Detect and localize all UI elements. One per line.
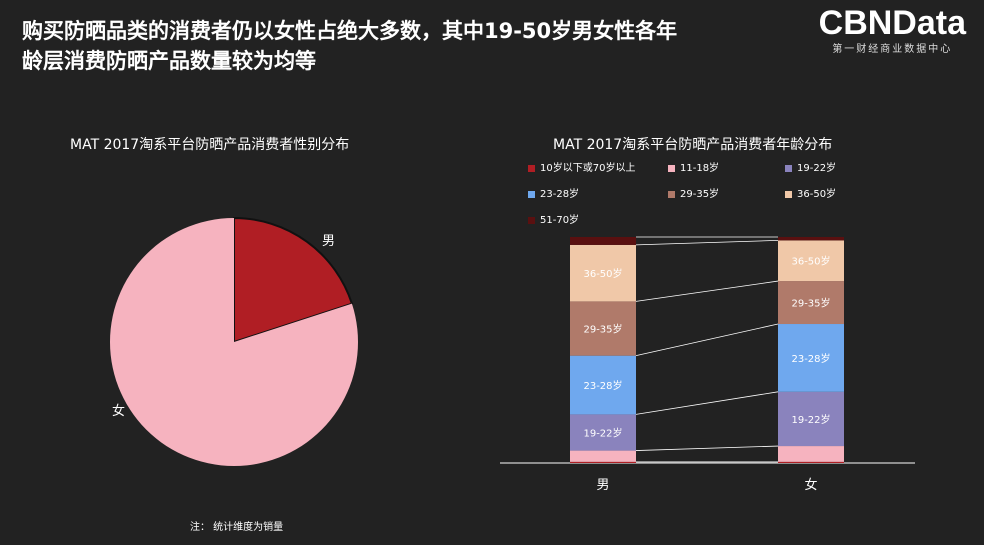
legend-item: 11-18岁 [668, 162, 719, 176]
connector-line [635, 391, 779, 415]
connector-line [635, 239, 779, 246]
bar-segment [778, 281, 844, 325]
pie-slice-male [233, 216, 354, 344]
legend-label: 29-35岁 [680, 189, 720, 200]
segment-label: 23-28岁 [583, 379, 622, 392]
legend-item: 36-50岁 [785, 188, 836, 202]
pie-label-female: 女 [112, 403, 125, 419]
segment-label: 29-35岁 [583, 323, 622, 336]
legend-label: 36-50岁 [797, 189, 837, 200]
bar-segment [778, 237, 844, 241]
legend-label: 19-22岁 [797, 163, 837, 174]
pie-slice-female [109, 218, 358, 466]
bar-segment [778, 324, 844, 392]
connector-line [635, 445, 779, 451]
legend-swatch [668, 190, 675, 198]
segment-label: 23-28岁 [791, 352, 830, 365]
legend-item: 10岁以下或70岁以上 [528, 162, 635, 176]
segment-label: 36-50岁 [583, 267, 622, 280]
bar-segment [570, 450, 636, 462]
bar-chart-title: MAT 2017淘系平台防晒产品消费者年龄分布 [553, 137, 833, 153]
legend-label: 23-28岁 [540, 189, 580, 200]
headline-line-2: 龄层消费防晒产品数量较为均等 [22, 49, 316, 73]
headline-line-1: 购买防晒品类的消费者仍以女性占绝大多数，其中19-50岁男女性各年 [22, 19, 678, 43]
bar-segment [570, 237, 636, 245]
bar-segment [778, 391, 844, 447]
age-legend: 10岁以下或70岁以上 11-18岁 19-22岁 23-28岁 29-35岁 36-50… [528, 162, 928, 242]
bar-segment [778, 461, 844, 463]
bar-segment [570, 301, 636, 356]
pie-label-male: 男 [322, 234, 335, 249]
connector-line [635, 280, 779, 302]
x-tick-label: 女 [804, 477, 817, 493]
legend-label: 11-18岁 [680, 163, 720, 174]
bar-segment [570, 461, 636, 463]
headline: 购买防晒品类的消费者仍以女性占绝大多数，其中19-50岁男女性各年 龄层消费防晒… [22, 16, 802, 76]
bar-segment [570, 414, 636, 451]
segment-label: 19-22岁 [583, 426, 622, 439]
legend-item: 51-70岁 [528, 214, 579, 228]
legend-swatch [528, 216, 535, 224]
footnote: 注： 统计维度为销量 [190, 522, 284, 533]
legend-item: 19-22岁 [785, 162, 836, 176]
legend-item: 23-28岁 [528, 188, 579, 202]
legend-swatch [528, 190, 535, 198]
bar-segment [570, 355, 636, 415]
legend-label: 51-70岁 [540, 215, 580, 226]
legend-label: 10岁以下或70岁以上 [540, 163, 636, 174]
connector-line [635, 323, 779, 357]
logo-wordmark: CBNData [818, 4, 966, 42]
segment-label: 29-35岁 [791, 297, 830, 310]
bar-segment [570, 244, 636, 302]
bar-segment [778, 240, 844, 282]
bar-segment [778, 446, 844, 462]
legend-swatch [785, 164, 792, 172]
segment-label: 19-22岁 [791, 413, 830, 426]
cbndata-logo: CBNData 第一财经商业数据中心 [819, 4, 966, 55]
legend-item: 29-35岁 [668, 188, 719, 202]
segment-label: 36-50岁 [791, 255, 830, 268]
legend-swatch [528, 164, 535, 172]
x-tick-label: 男 [596, 478, 609, 493]
pie-chart-title: MAT 2017淘系平台防晒产品消费者性别分布 [70, 137, 350, 153]
logo-subtitle: 第一财经商业数据中心 [832, 44, 953, 55]
legend-swatch [785, 190, 792, 198]
legend-swatch [668, 164, 675, 172]
